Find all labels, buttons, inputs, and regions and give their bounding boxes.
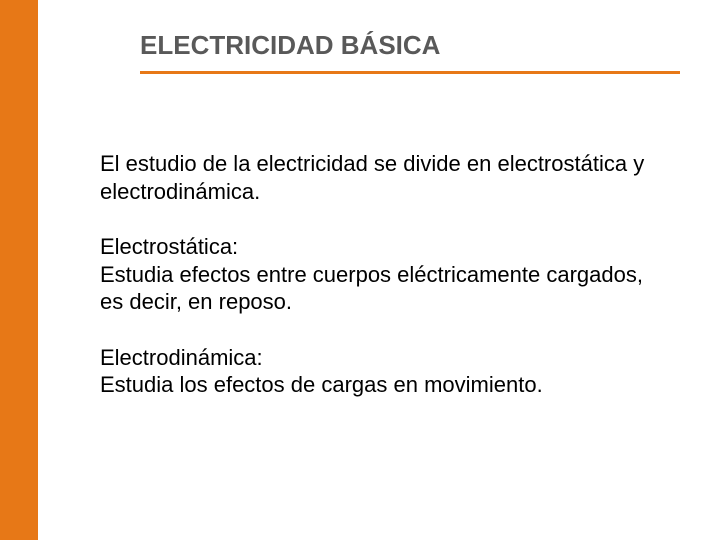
slide: ADOTEC 2014 ELECTRICIDAD BÁSICA El estud…	[0, 0, 720, 540]
title-underline	[140, 71, 680, 74]
vertical-brand-label: ADOTEC 2014	[0, 304, 2, 500]
slide-title: ELECTRICIDAD BÁSICA	[140, 30, 680, 61]
paragraph-electrostatica: Electrostática:Estudia efectos entre cue…	[100, 233, 660, 316]
title-block: ELECTRICIDAD BÁSICA	[140, 30, 680, 74]
paragraph-electrodinamica: Electrodinámica:Estudia los efectos de c…	[100, 344, 660, 399]
body-content: El estudio de la electricidad se divide …	[100, 150, 660, 399]
left-accent-bar	[0, 0, 38, 540]
paragraph-intro: El estudio de la electricidad se divide …	[100, 150, 660, 205]
